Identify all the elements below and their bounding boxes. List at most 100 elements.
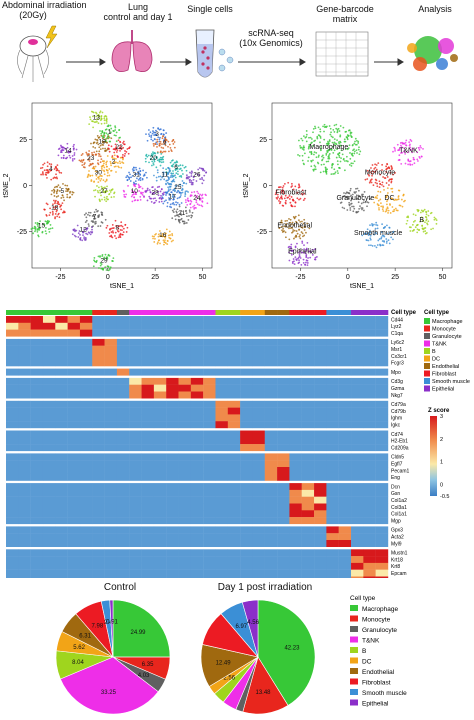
heatmap-cell [79,359,93,367]
cell-point [91,228,93,231]
heatmap-cell [338,437,352,445]
cell-point [278,198,281,200]
pie-legend-swatch [350,647,358,653]
cell-point [114,129,117,131]
cell-point [36,229,39,231]
cell-point [275,197,278,199]
heatmap-cell [79,460,93,468]
cell-point [434,217,437,220]
workflow-step4-label: scRNA-seq (10x Genomics) [236,28,306,48]
cell-point [310,251,313,253]
heatmap-cell [79,391,93,399]
cell-point [93,221,95,224]
heatmap-cell [326,352,339,360]
heatmap-cell [6,352,19,360]
heatmap-cell [141,384,155,392]
cluster-label: 10 [131,188,139,195]
cell-point [157,175,160,178]
heatmap-cell [42,338,56,346]
cell-point [388,184,390,186]
lightning-icon [45,25,58,49]
cell-point [343,138,346,141]
cell-point [72,191,75,194]
heatmap-cell [375,400,389,408]
heatmap-cell [6,322,19,330]
cell-point [295,230,298,232]
cluster-label: 21 [178,210,186,217]
cell-point [157,136,160,139]
heatmap-cell [153,384,167,392]
heatmap-cell [240,400,253,408]
cell-point [373,245,376,247]
heatmap-cell [301,576,315,578]
heatmap-cell [277,540,290,547]
heatmap-cell [301,414,315,422]
heatmap-cell [178,338,192,346]
heatmap-cell [42,540,56,547]
cell-point [146,139,149,142]
heatmap-cell [42,345,56,353]
cell-point [289,221,292,224]
cell-point [166,201,169,204]
cell-point [162,239,165,242]
heatmap-cell [18,322,31,330]
heatmap-cell [141,322,155,330]
cell-point [180,209,183,212]
cell-point [336,160,339,163]
cell-point [407,160,410,162]
cell-point [288,245,291,248]
cell-point [57,154,60,157]
cell-point [362,201,365,204]
cell-point [78,159,81,162]
cell-point [337,172,339,175]
cell-point [108,128,111,131]
cell-point [385,238,388,240]
cell-point [102,179,105,182]
cell-point [50,178,53,181]
heatmap-cell [227,453,241,461]
cell-point [344,160,346,162]
pie-charts: 24.996.354.0333.258.045.626.317.982.40.9… [55,595,407,715]
cell-point [333,124,336,127]
cell-point [391,190,394,193]
cell-point [365,232,368,235]
cell-point [152,197,155,200]
cell-point [173,161,176,164]
heatmap-cell [6,407,19,415]
column-group-bar [18,310,31,315]
cell-point [122,189,125,192]
heatmap-cell [129,556,142,564]
cell-point [339,125,342,127]
heatmap-cell [129,576,142,578]
heatmap-cell [215,444,229,452]
cell-point [68,154,71,157]
column-group-bar [215,310,229,315]
heatmap-cell [314,453,327,461]
heatmap-cell [338,489,352,497]
legend-label: Endothelial [432,364,459,370]
cell-point [108,193,110,196]
cell-point [56,215,59,218]
cell-point [159,136,161,139]
cell-point [146,199,149,202]
heatmap-cell [30,316,44,323]
cell-point [66,146,69,149]
heatmap-cell [67,453,81,461]
heatmap-cell [55,503,68,511]
heatmap-cell [227,430,241,438]
cell-point [90,163,93,166]
heatmap-cell [314,444,327,452]
heatmap-cell [277,421,290,429]
cell-point [283,182,286,185]
cell-point [306,241,309,244]
cell-point [346,195,349,198]
heatmap-cell [153,467,167,474]
heatmap-cell [351,352,364,360]
heatmap-cell [55,576,68,578]
cell-point [163,191,165,194]
cell-point [38,227,41,230]
heatmap-cell [55,496,68,504]
heatmap-cell [116,510,130,518]
heatmap-cell [55,453,68,461]
cell-point [346,209,349,211]
